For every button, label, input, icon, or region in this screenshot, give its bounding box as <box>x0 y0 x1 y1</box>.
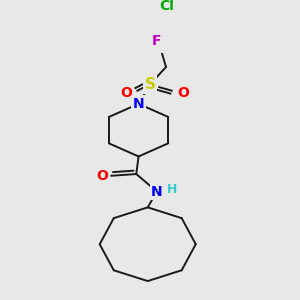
Text: S: S <box>145 77 155 92</box>
Text: O: O <box>96 169 108 183</box>
Text: N: N <box>133 97 144 111</box>
Text: O: O <box>120 86 132 100</box>
Text: F: F <box>151 34 161 48</box>
Text: Cl: Cl <box>159 0 174 13</box>
Text: N: N <box>151 184 163 199</box>
Text: O: O <box>177 86 189 100</box>
Text: H: H <box>167 183 177 196</box>
